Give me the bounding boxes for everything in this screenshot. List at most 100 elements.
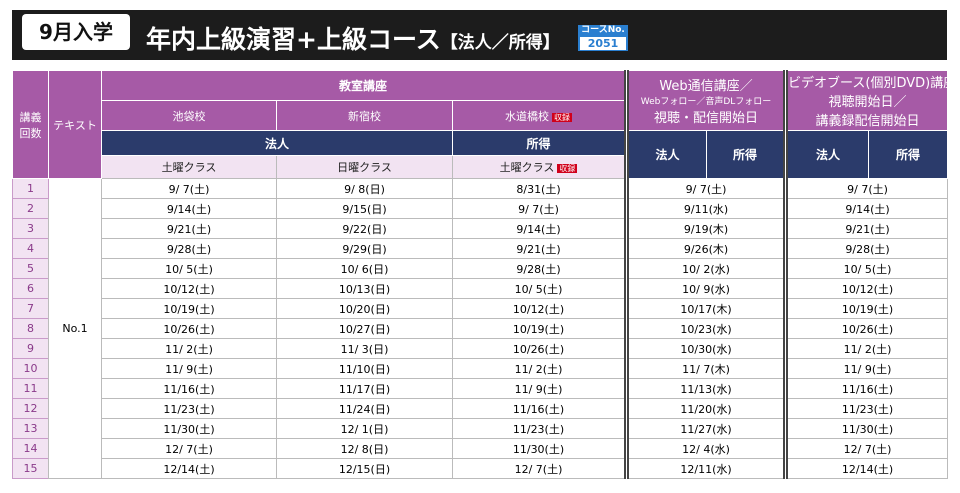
text: 視聴・配信開始日 xyxy=(654,111,759,126)
cell: 9 xyxy=(12,338,49,359)
header-bar xyxy=(12,10,947,60)
cell: 11/ 9(土) xyxy=(451,378,628,399)
row: 1 No.1 9/ 7(土) 9/ 8(日) 8/31(土) 9/ 7(土) 9/ 7(土) xyxy=(12,178,949,479)
cell: 11/23(土) xyxy=(451,418,628,439)
web-header: Web通信講座／ Webフォロー／音声DLフォロー 視聴・配信開始日 xyxy=(624,70,787,131)
cell: 10/20(日) xyxy=(276,298,453,319)
cell: 11/ 2(土) xyxy=(783,338,949,359)
row: 5 10/ 5(土) 10/ 6(日) 9/28(土) 10/ 2(水) 10/ 5(土) xyxy=(12,258,949,279)
cell: 12 xyxy=(12,398,49,419)
cell: 12/14(土) xyxy=(783,458,949,479)
income: 所得 xyxy=(706,130,787,179)
corporate: 法人 xyxy=(624,130,708,179)
cell: 10/13(日) xyxy=(276,278,453,299)
cell: 4 xyxy=(12,238,49,259)
cell: 11/16(土) xyxy=(783,378,949,399)
cell: 10/12(土) xyxy=(101,278,277,299)
cell: 10/ 5(土) xyxy=(451,278,628,299)
course-no-label: コースNo. xyxy=(581,25,625,35)
cell: 11/ 9(土) xyxy=(783,358,949,379)
school: 池袋校 xyxy=(101,100,277,131)
cell: 11/ 3(日) xyxy=(276,338,453,359)
cell: 12/ 7(土) xyxy=(451,458,628,479)
cell: 12/ 7(土) xyxy=(783,438,949,459)
school: 新宿校 xyxy=(276,100,453,131)
cell: 9/ 7(土) xyxy=(624,178,787,199)
cell: 9/28(土) xyxy=(101,238,277,259)
cell: 10/26(土) xyxy=(783,318,949,339)
text: Webフォロー／音声DLフォロー xyxy=(640,97,772,107)
row: 8 10/26(土) 10/27(日) 10/19(土) 10/23(水) 10/26(土… xyxy=(12,318,949,339)
income: 所得 xyxy=(868,130,949,179)
cell: 11/30(土) xyxy=(783,418,949,439)
cell: 11/13(水) xyxy=(624,378,787,399)
text: 視聴開始日／ xyxy=(828,95,907,110)
cell: 9/ 8(日) xyxy=(276,178,453,199)
row: 7 10/19(土) 10/20(日) 10/12(土) 10/17(木) 10/19(土… xyxy=(12,298,949,319)
cell: 10/23(水) xyxy=(624,318,787,339)
cell: 15 xyxy=(12,458,49,479)
cell: 10/ 6(日) xyxy=(276,258,453,279)
text: 土曜クラス xyxy=(499,161,555,174)
text: ビデオブース(個別DVD)講座 xyxy=(788,76,948,91)
cell: 11/20(水) xyxy=(624,398,787,419)
cell: 10/17(木) xyxy=(624,298,787,319)
row: 4 9/28(土) 9/29(日) 9/21(土) 9/26(木) 9/28(土) xyxy=(12,238,949,259)
cell: 11/30(土) xyxy=(101,418,277,439)
cell: 12/ 4(水) xyxy=(624,438,787,459)
cell: 2 xyxy=(12,198,49,219)
cell: 9/22(日) xyxy=(276,218,453,239)
cell: 10/ 5(土) xyxy=(101,258,277,279)
cell: 10/ 5(土) xyxy=(783,258,949,279)
cell: 9/15(日) xyxy=(276,198,453,219)
cell: 6 xyxy=(12,278,49,299)
cell: 9/ 7(土) xyxy=(101,178,277,199)
cell: 10/19(土) xyxy=(451,318,628,339)
cell: 11/23(土) xyxy=(101,398,277,419)
school: 水道橋校 収録 xyxy=(451,100,628,131)
cell: 11/16(土) xyxy=(451,398,628,419)
row: 6 10/12(土) 10/13(日) 10/ 5(土) 10/ 9(水) 10/12(土… xyxy=(12,278,949,299)
income: 所得 xyxy=(451,130,628,156)
cell: 9/14(土) xyxy=(101,198,277,219)
schedule-table: 講義 回数 テキスト 教室講座 Web通信講座／ Webフォロー／音声DLフォロー視… xyxy=(12,70,949,479)
cell: 10/12(土) xyxy=(783,278,949,299)
cell: 11/ 7(木) xyxy=(624,358,787,379)
lecture-header: 講義 回数 xyxy=(12,70,49,179)
cell: 9/ 7(土) xyxy=(783,178,949,199)
cell: 9/28(土) xyxy=(451,258,628,279)
cell: 7 xyxy=(12,298,49,319)
cell: 11/23(土) xyxy=(783,398,949,419)
cell: 9/11(水) xyxy=(624,198,787,219)
cell: 11/24(日) xyxy=(276,398,453,419)
cell: 12/15(日) xyxy=(276,458,453,479)
text: 回数 xyxy=(19,126,42,140)
cell: 11/30(土) xyxy=(451,438,628,459)
title: 年内上級演習+上級コース【法人／所得】 xyxy=(146,20,560,56)
cell: 9/14(土) xyxy=(451,218,628,239)
cell: 11/16(土) xyxy=(101,378,277,399)
text: 講義録配信開始日 xyxy=(815,114,920,129)
cell: 12/14(土) xyxy=(101,458,277,479)
cell: 11/ 9(土) xyxy=(101,358,277,379)
video-header: ビデオブース(個別DVD)講座 視聴開始日／ 講義録配信開始日 xyxy=(783,70,949,131)
recorded-badge: 収録 xyxy=(552,112,572,122)
term: 9月入学 xyxy=(22,14,130,50)
cell: No.1 xyxy=(48,178,102,479)
cell: 8/31(土) xyxy=(451,178,628,199)
cell: 3 xyxy=(12,218,49,239)
cell: 9/19(木) xyxy=(624,218,787,239)
text: 講義 xyxy=(19,110,42,124)
classroom-header: 教室講座 xyxy=(100,70,628,101)
cell: 12/ 8(日) xyxy=(276,438,453,459)
row: 10 11/ 9(土) 11/10(日) 11/ 2(土) 11/ 7(木) 11/ 9(… xyxy=(12,358,949,379)
recorded-badge: 収録 xyxy=(557,164,578,173)
class: 土曜クラス 収録 xyxy=(451,155,628,179)
cell: 9/ 7(土) xyxy=(451,198,628,219)
class: 日曜クラス xyxy=(276,155,453,179)
subtitle: 【法人／所得】 xyxy=(440,33,560,53)
row: 9 11/ 2(土) 11/ 3(日) 10/26(土) 10/30(水) 11/ 2(土… xyxy=(12,338,949,359)
corporate: 法人 xyxy=(101,130,453,156)
cell: 10/27(日) xyxy=(276,318,453,339)
